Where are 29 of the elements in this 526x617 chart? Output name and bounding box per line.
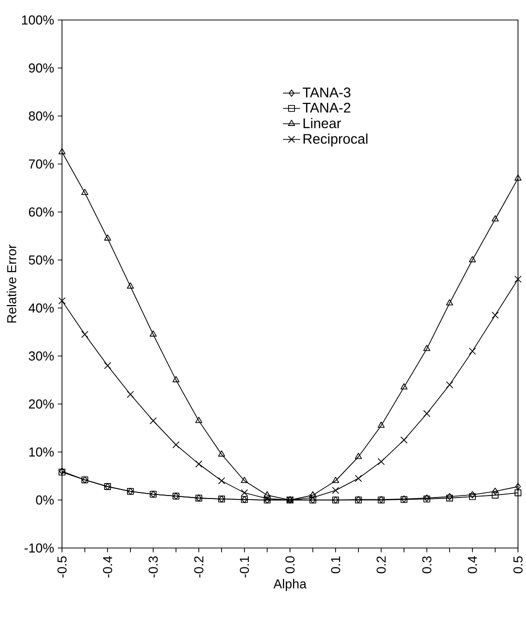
y-tick-label: 20% xyxy=(28,399,54,409)
y-tick-label: 90% xyxy=(28,63,54,73)
legend-label: Reciprocal xyxy=(304,134,368,147)
y-tick-label: 100% xyxy=(22,15,54,25)
y-tick-label: 60% xyxy=(28,207,54,217)
y-tick-label: 50% xyxy=(28,255,54,265)
x-tick-label: 0.2 xyxy=(376,556,386,574)
x-tick-label: 0.1 xyxy=(331,556,340,574)
x-tick-label: 0.5 xyxy=(513,556,523,574)
x-tick-label: 0.3 xyxy=(422,556,432,574)
y-tick-label: 10% xyxy=(29,447,54,457)
x-tick-label: 0.0 xyxy=(285,556,295,574)
x-tick-label: -0.4 xyxy=(103,556,112,578)
y-axis-title: Relative Error xyxy=(6,244,16,323)
y-tick-label: 80% xyxy=(28,111,54,121)
x-tick-label: -0.2 xyxy=(194,556,204,578)
y-tick-label: 70% xyxy=(28,159,54,169)
x-tick-label: -0.3 xyxy=(148,556,158,578)
y-tick-label: -10% xyxy=(24,543,54,553)
x-tick-label: -0.5 xyxy=(57,556,67,578)
legend-label: Linear xyxy=(304,118,341,128)
x-axis-title: Alpha xyxy=(273,578,307,591)
x-tick-label: 0.4 xyxy=(468,556,477,574)
legend-label: TANA-2 xyxy=(302,102,350,112)
y-tick-label: 30% xyxy=(28,351,54,361)
x-tick-label: -0.1 xyxy=(240,556,249,578)
legend-label: TANA-3 xyxy=(302,88,350,98)
y-tick-label: 40% xyxy=(28,303,54,313)
y-tick-label: 0% xyxy=(36,495,54,505)
